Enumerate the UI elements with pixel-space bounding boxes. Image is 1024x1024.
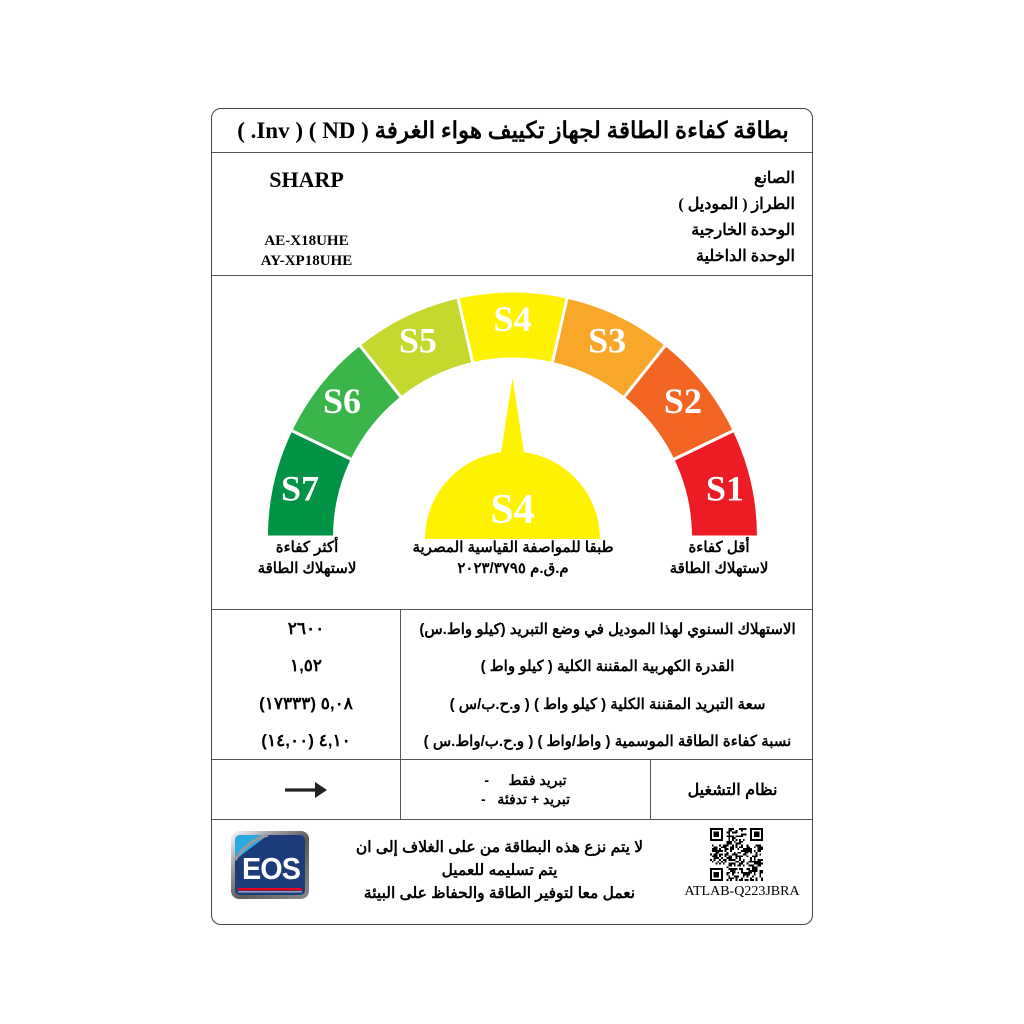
svg-text:S6: S6 <box>323 381 361 421</box>
svg-text:EOS: EOS <box>242 851 300 886</box>
svg-text:S4: S4 <box>490 487 534 533</box>
svg-text:S3: S3 <box>588 321 626 361</box>
svg-text:S2: S2 <box>664 381 702 421</box>
svg-text:S1: S1 <box>706 468 744 508</box>
svg-text:S4: S4 <box>493 299 531 339</box>
svg-text:S5: S5 <box>399 321 437 361</box>
svg-text:S7: S7 <box>281 468 319 508</box>
